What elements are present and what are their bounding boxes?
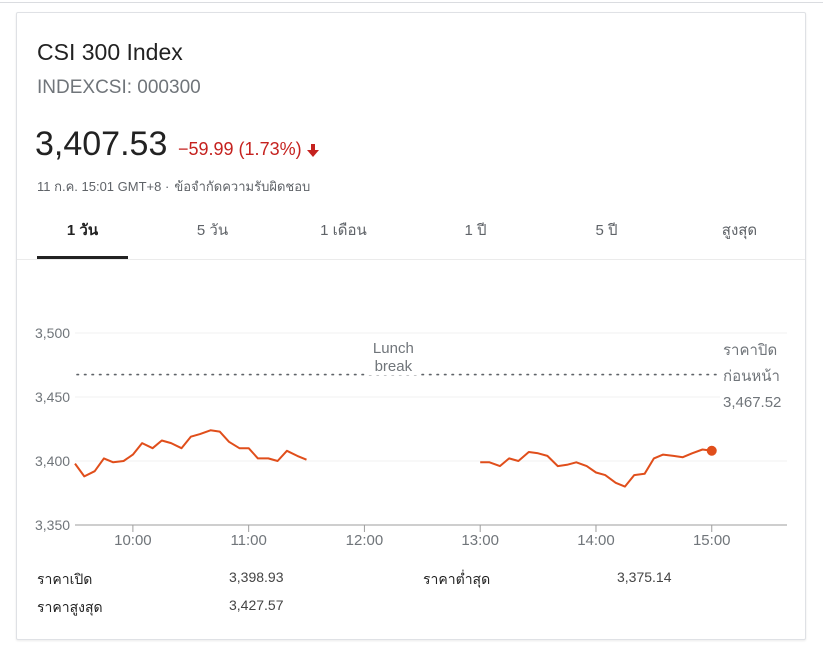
prev-close-label-bg <box>720 337 790 409</box>
tab-1-month[interactable]: 1 เดือน <box>320 222 367 239</box>
tab-1-year[interactable]: 1 ปี <box>464 222 487 239</box>
current-price: 3,407.53 <box>35 125 168 163</box>
stat-open-value: 3,398.93 <box>229 569 284 585</box>
y-tick-label: 3,500 <box>35 325 70 341</box>
prev-close-label-line2: ก่อนหน้า <box>723 368 780 385</box>
ticker-symbol: INDEXCSI: 000300 <box>37 77 201 98</box>
top-divider <box>0 2 823 3</box>
stat-high-label: ราคาสูงสุด <box>37 599 103 615</box>
prev-close-label-line1: ราคาปิด <box>723 342 777 359</box>
lunch-label-line1: Lunch <box>373 340 414 357</box>
index-title: CSI 300 Index <box>37 39 183 65</box>
disclaimer-link[interactable]: ข้อจำกัดความรับผิดชอบ <box>174 179 311 194</box>
lunch-label-bg <box>367 337 420 375</box>
price-change: −59.99 (1.73%) <box>178 139 320 160</box>
x-tick-label: 14:00 <box>577 532 615 549</box>
range-tabs: 1 วัน 5 วัน 1 เดือน 1 ปี 5 ปี สูงสุด <box>37 211 787 261</box>
y-tick-label: 3,350 <box>35 517 70 533</box>
morning-series-line <box>74 429 307 478</box>
y-tick-label: 3,400 <box>35 453 70 469</box>
x-tick-label: 15:00 <box>693 532 731 549</box>
timestamp-row: 11 ก.ค. 15:01 GMT+8 · ข้อจำกัดความรับผิด… <box>37 176 310 197</box>
stat-open: ราคาเปิด 3,398.93 <box>37 569 337 591</box>
x-tick-label: 10:00 <box>114 532 152 549</box>
x-tick-label: 12:00 <box>346 532 384 549</box>
arrow-down-icon <box>306 142 320 158</box>
stat-high: ราคาสูงสุด 3,427.57 <box>37 597 337 619</box>
afternoon-series-line <box>480 448 712 488</box>
tabs-divider <box>17 259 805 260</box>
last-price-dot <box>706 445 717 456</box>
stat-low: ราคาต่ำสุด 3,375.14 <box>423 569 723 591</box>
prev-close-value: 3,467.52 <box>723 394 781 411</box>
x-tick-label: 13:00 <box>461 532 499 549</box>
tab-max[interactable]: สูงสุด <box>721 222 758 239</box>
tab-5-day[interactable]: 5 วัน <box>196 222 229 239</box>
stat-low-label: ราคาต่ำสุด <box>423 571 491 587</box>
tab-5-year[interactable]: 5 ปี <box>595 222 618 239</box>
timestamp: 11 ก.ค. 15:01 GMT+8 · <box>37 179 170 194</box>
x-tick-label: 11:00 <box>230 532 266 549</box>
stat-open-label: ราคาเปิด <box>37 571 93 587</box>
y-tick-label: 3,450 <box>35 389 70 405</box>
stat-high-value: 3,427.57 <box>229 597 284 613</box>
price-chart[interactable]: 3,500 3,450 3,400 3,350 10:00 11:00 12:00 13:00… <box>17 303 805 563</box>
lunch-label-line2: break <box>375 358 413 375</box>
stock-card: CSI 300 Index INDEXCSI: 000300 3,407.53 … <box>16 12 806 640</box>
stat-low-value: 3,375.14 <box>617 569 672 585</box>
tab-1-day[interactable]: 1 วัน <box>37 211 128 259</box>
price-change-text: −59.99 (1.73%) <box>178 139 302 159</box>
